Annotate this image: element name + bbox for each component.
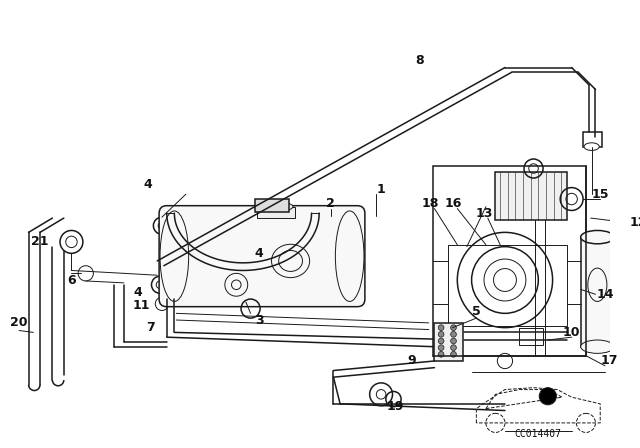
Ellipse shape xyxy=(580,230,614,244)
Text: 5: 5 xyxy=(472,305,481,318)
Text: 8: 8 xyxy=(415,54,424,67)
Bar xyxy=(583,132,602,146)
Text: 20: 20 xyxy=(10,316,28,329)
Text: 15: 15 xyxy=(591,188,609,201)
Text: 4: 4 xyxy=(255,247,264,260)
Text: 11: 11 xyxy=(132,299,150,312)
Text: 19: 19 xyxy=(387,400,404,413)
Bar xyxy=(519,327,543,345)
Text: 4: 4 xyxy=(143,178,152,191)
Circle shape xyxy=(451,352,456,357)
Circle shape xyxy=(438,332,444,337)
Circle shape xyxy=(438,338,444,344)
Circle shape xyxy=(451,345,456,350)
Ellipse shape xyxy=(580,340,614,353)
Text: 18: 18 xyxy=(422,197,439,210)
Text: 6: 6 xyxy=(67,273,76,287)
Bar xyxy=(435,323,463,361)
Circle shape xyxy=(451,332,456,337)
Text: 4: 4 xyxy=(134,286,143,299)
Text: 12: 12 xyxy=(630,216,640,229)
Text: 14: 14 xyxy=(596,288,614,301)
Text: 21: 21 xyxy=(31,235,49,248)
Text: 10: 10 xyxy=(563,326,580,339)
Text: 17: 17 xyxy=(601,354,618,367)
Circle shape xyxy=(540,388,556,405)
Text: 7: 7 xyxy=(146,321,155,334)
Ellipse shape xyxy=(584,143,599,151)
Text: 16: 16 xyxy=(445,197,462,210)
Bar xyxy=(495,172,567,220)
Circle shape xyxy=(451,338,456,344)
Text: 9: 9 xyxy=(407,354,416,367)
Circle shape xyxy=(438,352,444,357)
Circle shape xyxy=(438,325,444,331)
Text: 1: 1 xyxy=(377,183,385,196)
Circle shape xyxy=(438,345,444,350)
Bar xyxy=(433,166,586,356)
Text: CC014407: CC014407 xyxy=(515,429,562,439)
Text: 3: 3 xyxy=(255,314,264,327)
Text: 2: 2 xyxy=(326,197,335,210)
FancyBboxPatch shape xyxy=(159,206,365,307)
Bar xyxy=(581,237,614,347)
Text: 13: 13 xyxy=(476,207,493,220)
Bar xyxy=(257,207,295,218)
Bar xyxy=(448,245,567,326)
Ellipse shape xyxy=(260,202,293,211)
Circle shape xyxy=(451,325,456,331)
Bar xyxy=(255,199,289,212)
